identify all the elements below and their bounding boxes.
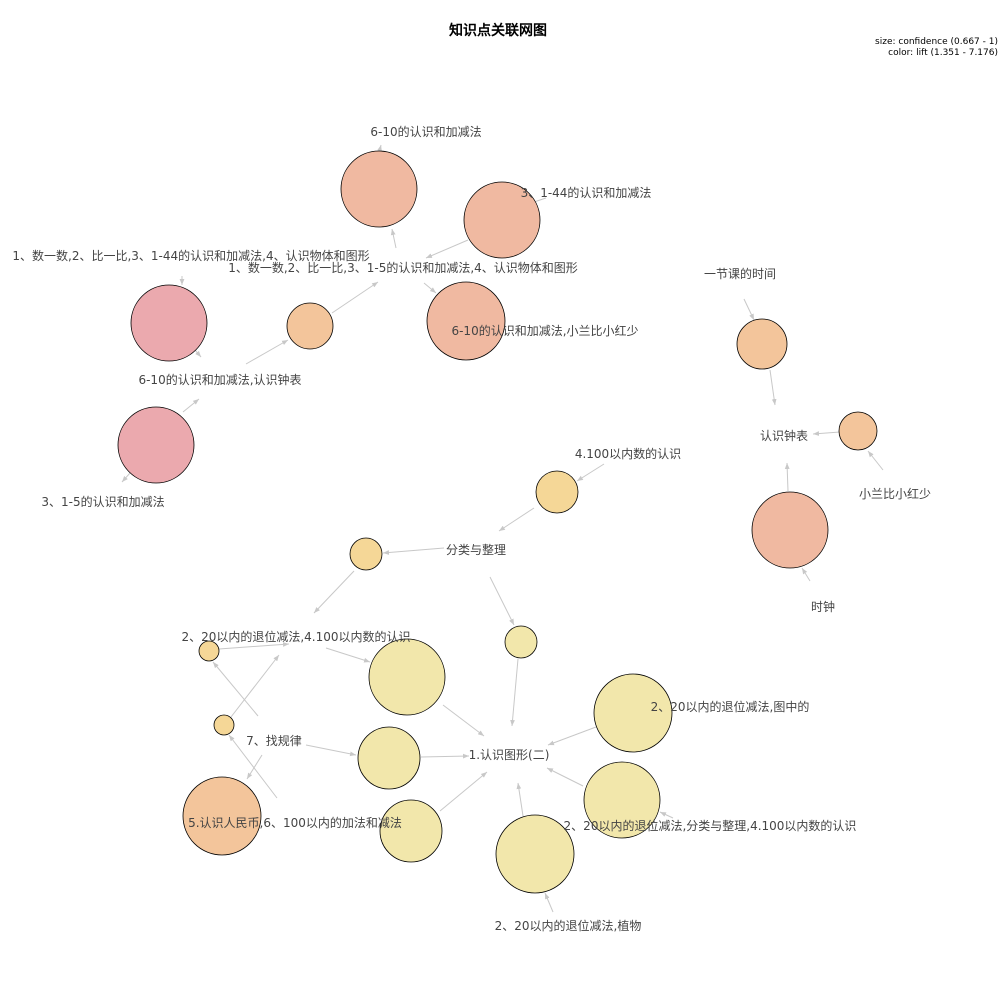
rule-node: [426, 281, 506, 361]
edge-arrow: [801, 567, 811, 582]
item-label: 1、数一数,2、比一比,3、1-44的认识和加减法,4、认识物体和图形: [12, 248, 369, 263]
edge-arrow: [547, 726, 597, 746]
edge-arrow: [230, 654, 280, 718]
rule-node: [838, 411, 878, 451]
edge-arrow: [194, 349, 202, 358]
edge-arrow: [812, 431, 841, 436]
edge-arrow: [121, 472, 131, 483]
edge-arrow: [516, 782, 524, 817]
edge-arrow: [544, 892, 554, 913]
edge-arrow: [423, 282, 437, 294]
edge-arrow: [659, 811, 674, 819]
edge-arrow: [325, 647, 371, 663]
item-label: 3、1-5的认识和加减法: [41, 494, 164, 509]
rule-node: [213, 714, 235, 736]
rule-node: [535, 470, 579, 514]
item-label: 2、20以内的退位减法,分类与整理,4.100以内数的认识: [564, 818, 857, 833]
item-label: 2、20以内的退位减法,图中的: [651, 699, 810, 714]
edge-arrow: [246, 754, 263, 780]
item-label: 6-10的认识和加减法,小兰比小红少: [451, 323, 638, 338]
item-label: 6-10的认识和加减法,认识钟表: [138, 372, 301, 387]
rule-node: [130, 284, 208, 362]
rule-node: [495, 814, 575, 894]
item-label: 2、20以内的退位减法,植物: [495, 918, 642, 933]
edge-arrow: [245, 339, 289, 365]
item-label: 小兰比小红少: [859, 486, 931, 501]
rule-node: [751, 491, 829, 569]
item-label: 认识钟表: [760, 428, 808, 443]
item-label: 分类与整理: [446, 542, 506, 557]
rule-node: [349, 537, 383, 571]
edge-arrow: [382, 547, 445, 555]
rule-node: [463, 181, 541, 259]
edge-arrow: [420, 753, 470, 759]
edge-arrow: [442, 704, 485, 737]
rule-node: [504, 625, 538, 659]
rule-nodes: [117, 150, 878, 894]
item-label: 5.认识人民币,6、100以内的加法和减法: [188, 815, 402, 830]
edge-arrow: [390, 228, 397, 249]
edge-arrow: [867, 450, 884, 471]
edges: [121, 144, 884, 913]
rule-node: [593, 673, 673, 753]
rule-node: [583, 761, 661, 839]
item-label: 2、20以内的退位减法,4.100以内数的认识: [181, 629, 410, 644]
edge-arrow: [498, 507, 535, 532]
rule-node: [357, 726, 421, 790]
legend-size: size: confidence (0.667 - 1): [875, 37, 998, 47]
edge-arrow: [182, 398, 200, 413]
rule-node: [286, 302, 334, 350]
rule-node: [182, 776, 262, 856]
item-labels: 6-10的认识和加减法 3、1-44的认识和加减法 1、数一数,2、比一比,3、…: [12, 124, 931, 933]
rule-node: [379, 799, 443, 863]
item-label: 时钟: [811, 599, 835, 614]
edge-arrow: [218, 642, 290, 650]
item-label: 1、数一数,2、比一比,3、1-5的认识和加减法,4、认识物体和图形: [228, 260, 578, 275]
edge-arrow: [425, 239, 469, 259]
edge-arrow: [489, 576, 515, 626]
item-label: 4.100以内数的认识: [575, 446, 681, 461]
edge-arrow: [546, 767, 584, 787]
edge-arrow: [576, 463, 605, 482]
edge-arrow: [212, 661, 259, 717]
rule-node: [368, 638, 446, 716]
chart-title: 知识点关联网图: [449, 22, 547, 39]
item-label: 一节课的时间: [704, 266, 776, 281]
item-label: 6-10的认识和加减法: [370, 124, 481, 139]
edge-arrow: [510, 658, 519, 727]
edge-arrow: [784, 462, 790, 492]
edge-arrow: [228, 734, 278, 799]
rule-node: [340, 150, 418, 228]
rule-node: [736, 318, 788, 370]
edge-arrow: [769, 369, 777, 406]
item-label: 7、找规律: [246, 733, 302, 748]
rule-node: [198, 640, 220, 662]
legend-color: color: lift (1.351 - 7.176): [888, 48, 998, 58]
edge-arrow: [313, 570, 355, 614]
rule-node: [117, 406, 195, 484]
item-label: 1.认识图形(二): [469, 748, 550, 762]
item-label: 3、1-44的认识和加减法: [521, 185, 652, 200]
edge-arrow: [305, 744, 357, 757]
edge-arrow: [743, 298, 755, 321]
edge-arrow: [439, 771, 488, 812]
edge-arrow: [331, 281, 379, 314]
